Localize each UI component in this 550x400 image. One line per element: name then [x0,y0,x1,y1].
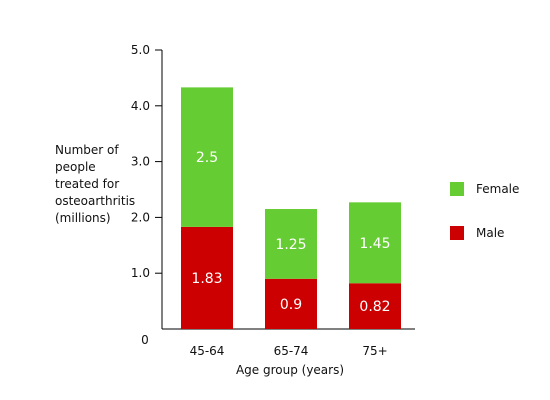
y-tick-label: 5.0 [131,43,150,57]
legend-label-female: Female [476,182,520,196]
y-tick-label: 1.0 [131,266,150,280]
x-tick-label: 65-74 [274,344,309,358]
y-tick-label: 2.0 [131,210,150,224]
bar-segment-male [349,283,401,329]
x-tick-label: 45-64 [190,344,225,358]
bar-segment-male [265,278,317,329]
legend-swatch-male [450,226,464,240]
y-axis-label-line: Number of [55,143,119,157]
data-label-female: 1.25 [275,237,306,253]
y-axis-label-line: people [55,160,96,174]
legend-item-male: Male [450,226,504,240]
data-label-male: 1.83 [191,271,222,287]
y-axis-label-line: osteoarthritis [55,194,136,208]
data-label-male: 0.82 [359,299,390,315]
bar-segment-female [181,87,233,227]
legend-label-male: Male [476,226,505,240]
y-axis-label-line: (millions) [55,211,111,225]
y-tick-label: 3.0 [131,155,150,169]
bar-segment-female [265,209,317,279]
bar-segment-male [181,226,233,329]
x-tick-label: 75+ [362,344,387,358]
data-label-female: 1.45 [359,236,390,252]
bar-segment-female [349,202,401,284]
data-label-female: 2.5 [196,150,218,166]
legend-swatch-female [450,182,464,196]
legend-item-female: Female [450,182,519,196]
y-tick-label: 4.0 [131,99,150,113]
x-axis-title: Age group (years) [236,363,344,377]
y-axis-label-line: treated for [55,177,120,191]
y-tick-label: 0 [141,333,149,347]
data-label-male: 0.9 [280,297,302,313]
y-axis-label: Number of people treated for osteoarthri… [55,142,165,227]
